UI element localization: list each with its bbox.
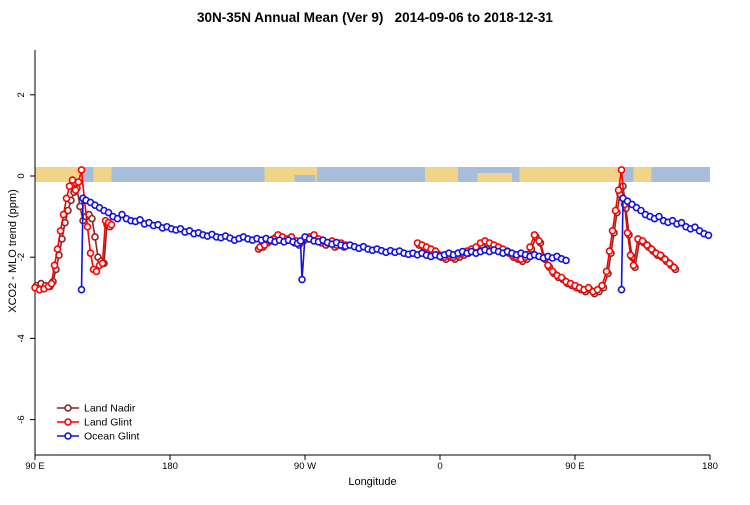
land-segment <box>519 167 623 182</box>
legend-label: Land Nadir <box>84 403 136 415</box>
legend: Land Nadir Land Glint Ocean Glint <box>57 403 140 443</box>
data-point <box>83 222 92 231</box>
data-point <box>107 220 116 229</box>
data-point <box>118 210 126 219</box>
y-tick-label: 2 <box>16 92 27 97</box>
y-tick-label: -2 <box>16 253 27 261</box>
data-point <box>670 263 678 272</box>
data-point <box>623 229 632 237</box>
legend-marker <box>64 432 72 440</box>
legend-label: Land Glint <box>84 417 132 429</box>
data-point <box>704 231 713 240</box>
data-point <box>626 251 635 259</box>
data-point <box>136 216 144 224</box>
data-point <box>637 206 645 215</box>
data-point <box>535 237 543 245</box>
sea-notch <box>294 175 316 182</box>
data-point <box>638 237 647 245</box>
y-tick-label: 0 <box>16 173 27 178</box>
data-point <box>50 261 59 270</box>
axes: 90 E 180 90 W 0 90 E 180 2 0 -2 -4 -6 <box>16 50 718 472</box>
data-point <box>608 227 617 235</box>
data-point <box>530 231 539 239</box>
y-tick-label: -4 <box>16 334 27 342</box>
data-point <box>593 285 602 294</box>
data-point <box>86 249 95 257</box>
data-point <box>296 237 305 245</box>
data-point <box>602 267 611 276</box>
data-point <box>557 273 566 282</box>
data-point <box>647 245 656 253</box>
data-point <box>65 182 74 190</box>
legend-label: Ocean Glint <box>84 431 140 443</box>
legend-marker <box>64 404 72 412</box>
series-land-glint <box>31 166 678 296</box>
data-point <box>77 285 86 294</box>
data-point <box>617 285 626 294</box>
x-tick-label: 0 <box>437 461 442 472</box>
data-point <box>629 261 638 270</box>
data-point <box>56 227 65 235</box>
data-point <box>47 279 56 288</box>
data-point <box>598 281 606 290</box>
data-point <box>656 251 665 259</box>
data-point <box>88 214 96 223</box>
data-point <box>526 243 534 251</box>
x-tick-label: 90 W <box>294 461 316 472</box>
series-ocean-glint <box>77 194 713 294</box>
y-axis-label: XCO2 - MLO trend (ppm) <box>7 189 19 313</box>
data-point <box>68 176 77 184</box>
y-tick-label: -6 <box>16 415 27 423</box>
x-tick-label: 90 E <box>25 461 45 472</box>
land-segment <box>633 167 652 182</box>
data-point <box>611 206 620 215</box>
x-tick-label: 180 <box>702 461 718 472</box>
data-point <box>605 247 614 255</box>
data-point <box>677 218 686 227</box>
data-point <box>53 245 62 253</box>
land-segment <box>425 167 458 182</box>
data-point <box>548 267 557 276</box>
data-point <box>298 275 306 284</box>
data-point <box>665 259 674 268</box>
data-point <box>74 178 83 186</box>
data-point <box>655 212 663 221</box>
data-point <box>562 256 570 265</box>
data-point <box>113 214 122 223</box>
data-point <box>614 186 623 195</box>
data-point <box>104 208 113 217</box>
data-point <box>661 255 669 264</box>
x-tick-label: 180 <box>162 461 178 472</box>
data-point <box>71 186 80 195</box>
data-point <box>544 261 552 270</box>
series-land-nadir <box>32 182 680 298</box>
data-point <box>59 210 68 219</box>
data-point <box>77 166 86 174</box>
world-map-band <box>35 167 710 182</box>
data-point <box>62 194 71 203</box>
land-segment <box>93 167 112 182</box>
data-point <box>92 267 101 276</box>
x-axis-label: Longitude <box>348 476 397 488</box>
data-point <box>98 259 107 268</box>
data-point <box>643 241 651 249</box>
data-point <box>617 166 626 174</box>
data-point <box>91 233 99 241</box>
chart-title: 30N-35N Annual Mean (Ver 9) 2014-09-06 t… <box>197 10 553 25</box>
sea-notch <box>477 167 512 173</box>
x-tick-label: 90 E <box>565 461 585 472</box>
legend-marker <box>64 418 72 426</box>
data-point <box>584 283 593 292</box>
